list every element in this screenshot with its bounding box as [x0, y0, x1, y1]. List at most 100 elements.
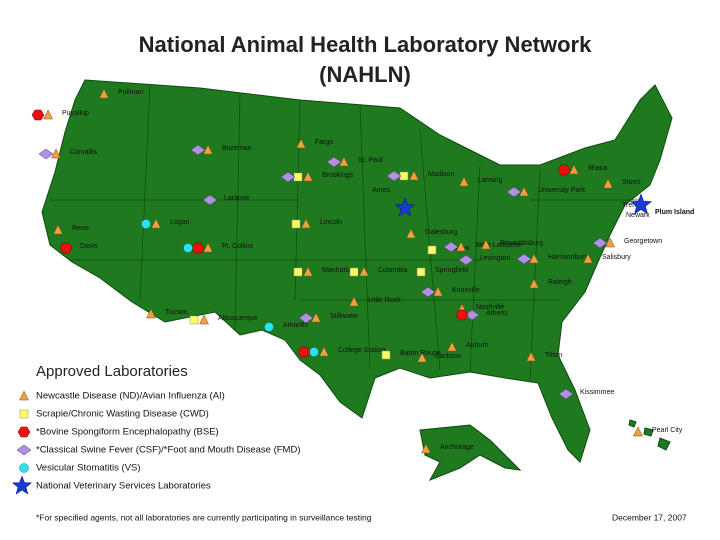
city-label: Ames: [372, 187, 390, 194]
cwd-marker: [349, 267, 359, 277]
nd-ai-marker: [319, 346, 329, 357]
city-label: Nashville: [476, 304, 505, 311]
city-label: College Station: [338, 347, 386, 354]
us-map: [41, 79, 673, 481]
city-label: St. Paul: [358, 157, 383, 164]
bse-marker: [17, 426, 31, 438]
nd-ai-marker: [603, 178, 613, 189]
nd-ai-marker: [529, 278, 539, 289]
bse-marker: [59, 242, 73, 254]
nd-ai-marker: [447, 341, 457, 352]
nd-ai-marker: [43, 109, 53, 120]
nd-ai-marker: [529, 253, 539, 264]
csf-fmd-marker: [386, 170, 402, 182]
city-label: Stillwater: [330, 313, 359, 320]
nd-ai-marker: [417, 352, 427, 363]
nd-ai-marker: [433, 286, 443, 297]
nd-ai-marker: [53, 224, 63, 235]
cwd-marker: [381, 350, 391, 360]
nd-ai-marker: [406, 228, 416, 239]
city-label: Ithaca: [588, 165, 607, 172]
city-label: Puyallup: [62, 110, 89, 117]
city-label: Brookings: [322, 172, 354, 179]
csf-fmd-marker: [202, 194, 218, 206]
city-label: University Park: [538, 187, 586, 194]
nd-ai-marker: [605, 237, 615, 248]
nd-ai-marker: [203, 144, 213, 155]
nd-ai-marker: [203, 242, 213, 253]
city-label: Little Rock: [368, 297, 401, 304]
nd-ai-marker: [51, 148, 61, 159]
city-label: Lincoln: [320, 219, 342, 226]
city-label: Pullman: [118, 89, 143, 96]
city-label: Lexington: [480, 255, 510, 262]
cwd-marker: [189, 315, 199, 325]
nd-ai-marker: [301, 218, 311, 229]
city-label: Trenton: [622, 202, 646, 209]
city-label: Logan: [170, 219, 190, 226]
city-label: Bozeman: [222, 145, 252, 152]
nd-ai-marker: [409, 170, 419, 181]
city-label: West Lafayette: [475, 242, 522, 249]
bse-marker: [31, 109, 45, 121]
csf-fmd-marker: [280, 171, 296, 183]
date: December 17, 2007: [612, 512, 687, 522]
city-label: Anchorage: [440, 444, 474, 451]
legend-item: *Bovine Spongiform Encephalopathy (BSE): [36, 427, 219, 438]
nd-ai-marker: [151, 218, 161, 229]
cities: Pullman Puyallup Corvallis Bozeman Fargo St. …: [62, 89, 694, 451]
city-label: Laramie: [224, 195, 249, 202]
city-label: Amarillo: [283, 322, 308, 329]
cwd-marker: [19, 409, 29, 419]
cwd-marker: [291, 219, 301, 229]
city-label: Columbia: [378, 267, 408, 274]
city-label: Urbana: [446, 245, 469, 252]
nd-ai-marker: [339, 156, 349, 167]
csf-fmd-marker: [326, 156, 342, 168]
csf-fmd-marker: [458, 254, 474, 266]
legend-title: Approved Laboratories: [36, 363, 188, 380]
bse-marker: [297, 346, 311, 358]
nd-ai-marker: [199, 314, 209, 325]
csf-fmd-marker: [558, 388, 574, 400]
city-label: Athens: [486, 310, 508, 317]
nd-ai-marker: [421, 443, 431, 454]
nd-ai-marker: [459, 176, 469, 187]
city-label: Salisbury: [602, 254, 631, 261]
nd-ai-marker: [519, 186, 529, 197]
legend-item: Scrapie/Chronic Wasting Disease (CWD): [36, 409, 209, 420]
nvsl-label: Plum Island: [655, 209, 694, 216]
city-label: Davis: [80, 243, 98, 250]
csf-fmd-marker: [443, 241, 459, 253]
bse-marker: [557, 164, 571, 176]
nd-ai-marker: [311, 312, 321, 323]
csf-fmd-marker: [464, 309, 480, 321]
city-label: Fargo: [315, 139, 333, 146]
nd-ai-marker: [359, 266, 369, 277]
bse-marker: [455, 309, 469, 321]
city-label: Jackson: [436, 353, 462, 360]
hawaii: [628, 419, 671, 451]
csf-fmd-marker: [420, 286, 436, 298]
city-label: Auburn: [466, 342, 489, 349]
nd-ai-marker: [583, 253, 593, 264]
nvsl-marker: [629, 193, 653, 215]
nd-ai-marker: [456, 241, 466, 252]
city-label: Ft. Collins: [222, 243, 254, 250]
city-label: Reno: [72, 225, 89, 232]
city-label: Tucson: [165, 309, 188, 316]
nvsl-marker: [394, 197, 416, 217]
csf-fmd-marker: [506, 186, 522, 198]
nd-ai-marker: [526, 351, 536, 362]
nd-ai-marker: [569, 164, 579, 175]
city-label: Storrs: [622, 179, 641, 186]
nd-ai-marker: [633, 426, 643, 437]
legend: Approved Laboratories: [36, 363, 188, 380]
city-label: Galesburg: [425, 229, 457, 236]
city-label: Kissimmee: [580, 389, 614, 396]
title: National Animal Health Laboratory Networ…: [139, 32, 592, 57]
city-label: Knoxville: [452, 287, 480, 294]
city-label: Tifton: [545, 352, 562, 359]
legend-item: *Classical Swine Fever (CSF)/*Foot and M…: [36, 445, 301, 456]
footnote: *For specified agents, not all laborator…: [36, 512, 372, 522]
